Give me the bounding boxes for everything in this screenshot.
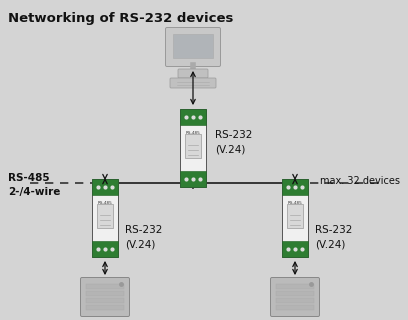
FancyBboxPatch shape — [170, 78, 216, 88]
Bar — [173, 34, 213, 58]
Bar — [287, 204, 303, 228]
Bar — [276, 305, 314, 310]
Bar — [282, 179, 308, 257]
Bar — [180, 171, 206, 187]
Text: RS-232
(V.24): RS-232 (V.24) — [215, 130, 253, 155]
Bar — [86, 298, 124, 303]
Bar — [92, 241, 118, 257]
Text: RS-485
2-/4-wire: RS-485 2-/4-wire — [8, 173, 60, 197]
Bar — [92, 179, 118, 257]
Bar — [276, 298, 314, 303]
Bar — [86, 305, 124, 310]
Bar — [276, 284, 314, 289]
Bar — [97, 204, 113, 228]
Text: RS-485: RS-485 — [98, 201, 112, 205]
Text: RS-232
(V.24): RS-232 (V.24) — [125, 225, 162, 250]
FancyBboxPatch shape — [178, 69, 208, 78]
Bar — [86, 291, 124, 296]
Bar — [282, 179, 308, 195]
Bar — [185, 134, 201, 158]
Text: RS-232
(V.24): RS-232 (V.24) — [315, 225, 353, 250]
Bar — [282, 241, 308, 257]
FancyBboxPatch shape — [166, 28, 220, 67]
Text: Networking of RS-232 devices: Networking of RS-232 devices — [8, 12, 233, 25]
FancyBboxPatch shape — [271, 277, 319, 316]
Bar — [92, 179, 118, 195]
Bar — [276, 291, 314, 296]
FancyBboxPatch shape — [80, 277, 129, 316]
Bar — [180, 109, 206, 125]
Bar — [180, 109, 206, 187]
Bar — [86, 284, 124, 289]
Text: RS-485: RS-485 — [186, 131, 200, 135]
Text: max. 32 devices: max. 32 devices — [320, 176, 400, 186]
Text: RS-485: RS-485 — [288, 201, 302, 205]
